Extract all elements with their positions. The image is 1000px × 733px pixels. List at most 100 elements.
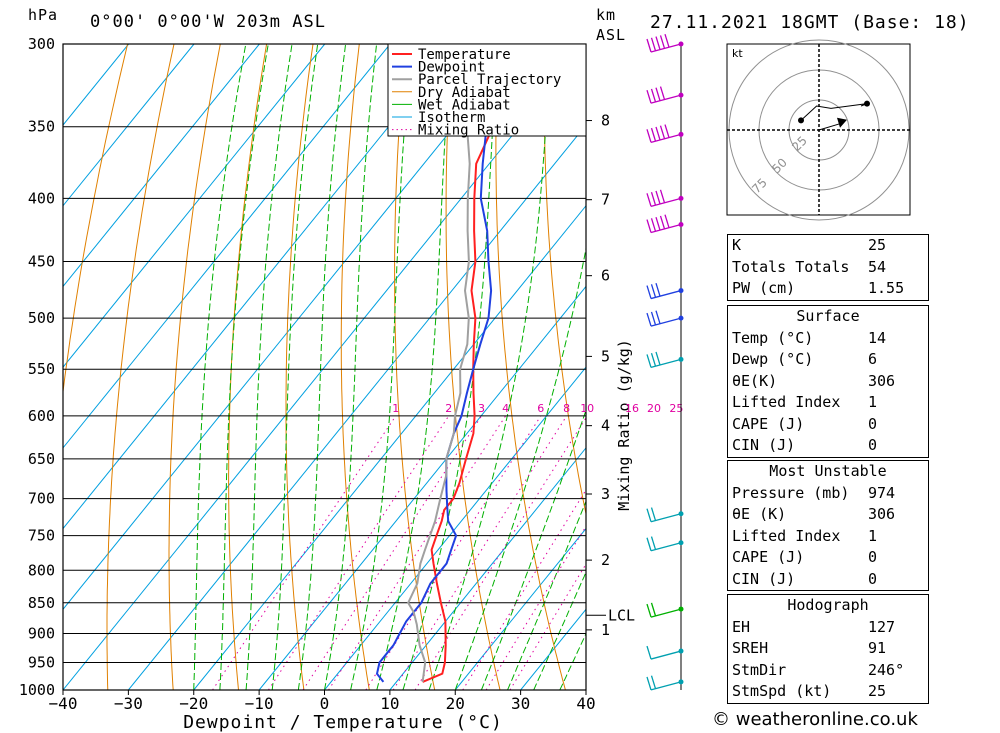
- surface-theta-row: θE(K) 306: [728, 371, 928, 393]
- lcl-label: LCL: [608, 606, 635, 624]
- wind-barb-flag: [650, 37, 657, 51]
- wind-barb-shaft: [650, 289, 682, 300]
- km-tick-label: 1: [601, 621, 610, 639]
- wet-adiabat-line: [480, 408, 586, 690]
- wet-adiabat-line: [271, 44, 319, 690]
- mixing-ratio-tick-label: 25: [669, 402, 683, 415]
- k-index-row: K 25: [728, 235, 928, 257]
- wind-barb-flag: [655, 216, 661, 231]
- mixing-ratio-axis-label: Mixing Ratio (g/kg): [615, 339, 633, 511]
- x-tick-label: −10: [245, 694, 274, 713]
- wind-barb-flag: [646, 354, 652, 368]
- wind-barb-flag: [655, 351, 661, 366]
- temperature-line: [422, 44, 555, 683]
- wind-barb-flag: [650, 507, 657, 521]
- sreh-label: SREH: [732, 639, 769, 657]
- wind-barb-flag: [646, 129, 652, 143]
- surface-li-label: Lifted Index: [732, 393, 841, 411]
- wind-barb-flag: [655, 87, 661, 101]
- dry-adiabat-line: [591, 44, 696, 690]
- wind-barb-flag: [646, 603, 652, 618]
- dry-adiabat-line: [63, 44, 129, 396]
- wet-adiabat-line: [219, 44, 269, 690]
- k-index-value: 25: [868, 236, 887, 254]
- eh-value: 127: [868, 617, 896, 636]
- isotherm-line: [63, 44, 130, 126]
- x-tick-label: 10: [380, 694, 399, 713]
- most-unstable-title: Most Unstable: [769, 462, 887, 480]
- totals-totals-label: Totals Totals: [732, 257, 850, 276]
- stmdir-row: StmDir 246°: [728, 660, 928, 682]
- mixing-ratio-line: [392, 415, 568, 690]
- copyright-label[interactable]: © weatheronline.co.uk: [712, 709, 918, 730]
- km-tick-label: 6: [601, 267, 610, 285]
- wind-barb-flag: [650, 536, 657, 550]
- pressure-tick-label: 600: [28, 407, 55, 425]
- pw-value: 1.55: [868, 279, 905, 297]
- wind-barb-flag: [650, 284, 657, 298]
- wind-barb-flag: [664, 34, 670, 48]
- mixing-ratio-line: [365, 415, 542, 690]
- wind-barb-flag: [650, 127, 657, 142]
- wind-barb-flag: [650, 675, 657, 689]
- stmspd-label: StmSpd (kt): [732, 682, 832, 700]
- legend-label: Temperature: [418, 47, 511, 63]
- sounding-series: [375, 44, 555, 683]
- wind-barb-flag: [655, 190, 661, 205]
- wind-barb-shaft: [650, 223, 682, 234]
- mu-cin-label: CIN (J): [732, 569, 796, 588]
- wind-barb-shaft: [650, 608, 682, 618]
- wind-barb-flag: [646, 193, 652, 207]
- km-tick-label: 3: [601, 485, 610, 503]
- mixing-ratio-line: [509, 563, 586, 690]
- surface-li-row: Lifted Index 1: [728, 392, 928, 414]
- surface-cape-row: CAPE (J) 0: [728, 414, 928, 436]
- x-tick-label: −20: [179, 694, 208, 713]
- eh-label: EH: [732, 617, 751, 636]
- storm-motion-arrowhead: [837, 117, 847, 128]
- wind-barb-flag: [650, 218, 657, 232]
- km-tick-label: 7: [601, 191, 610, 209]
- hodograph-start-point: [798, 117, 804, 124]
- hpa-unit-label: hPa: [28, 6, 59, 24]
- wet-adiabat-line: [402, 44, 498, 690]
- surface-cin-value: 0: [868, 436, 878, 454]
- wind-barb-flag: [650, 191, 657, 206]
- mu-li-label: Lifted Index: [732, 526, 841, 545]
- surface-cin-label: CIN (J): [732, 436, 796, 454]
- x-tick-label: −40: [49, 694, 78, 713]
- stmdir-label: StmDir: [732, 660, 787, 679]
- km-tick-label: 2: [601, 551, 610, 569]
- mixing-ratio-tick-label: 1: [392, 402, 399, 415]
- wind-barb-flag: [655, 126, 661, 141]
- pressure-tick-label: 550: [28, 360, 55, 378]
- wind-barb-shaft: [650, 358, 682, 369]
- dry-adiabat-line: [495, 44, 566, 690]
- surface-table: Surface Temp (°C) 14 Dewp (°C) 6 θE(K) 306 …: [727, 305, 929, 458]
- dry-adiabat-line: [285, 44, 314, 690]
- wind-barb-shaft: [650, 542, 682, 552]
- pressure-tick-label: 400: [28, 189, 55, 207]
- wind-barb-flag: [646, 285, 652, 299]
- legend-label: Dry Adiabat: [418, 85, 511, 101]
- mu-cape-row: CAPE (J) 0: [728, 547, 928, 569]
- dry-adiabat-line: [394, 44, 436, 690]
- totals-totals-row: Totals Totals 54: [728, 257, 928, 279]
- mixing-ratio-line: [302, 415, 482, 690]
- wind-barb-shaft: [650, 681, 682, 691]
- mixing-ratio-tick-label: 16: [625, 402, 639, 415]
- sreh-row: SREH 91: [728, 638, 928, 660]
- wet-adiabat-line: [507, 500, 586, 690]
- asl-unit-label: ASL: [596, 26, 627, 44]
- x-axis-label: Dewpoint / Temperature (°C): [183, 712, 503, 733]
- datetime-label: 27.11.2021 18GMT (Base: 18): [650, 12, 970, 33]
- isotherm-line: [63, 44, 195, 207]
- most-unstable-table: Most Unstable Pressure (mb) 974 θE (K) 306…: [727, 460, 929, 591]
- pressure-tick-label: 450: [28, 253, 55, 271]
- location-label: 0°00' 0°00'W 203m ASL: [90, 12, 326, 32]
- mu-li-row: Lifted Index 1: [728, 526, 928, 548]
- isotherm-line: [258, 285, 586, 690]
- mixing-ratio-labels: 1 2 3 4 6 8 10 16 20 25: [392, 402, 683, 415]
- wind-barb-flag: [650, 88, 657, 103]
